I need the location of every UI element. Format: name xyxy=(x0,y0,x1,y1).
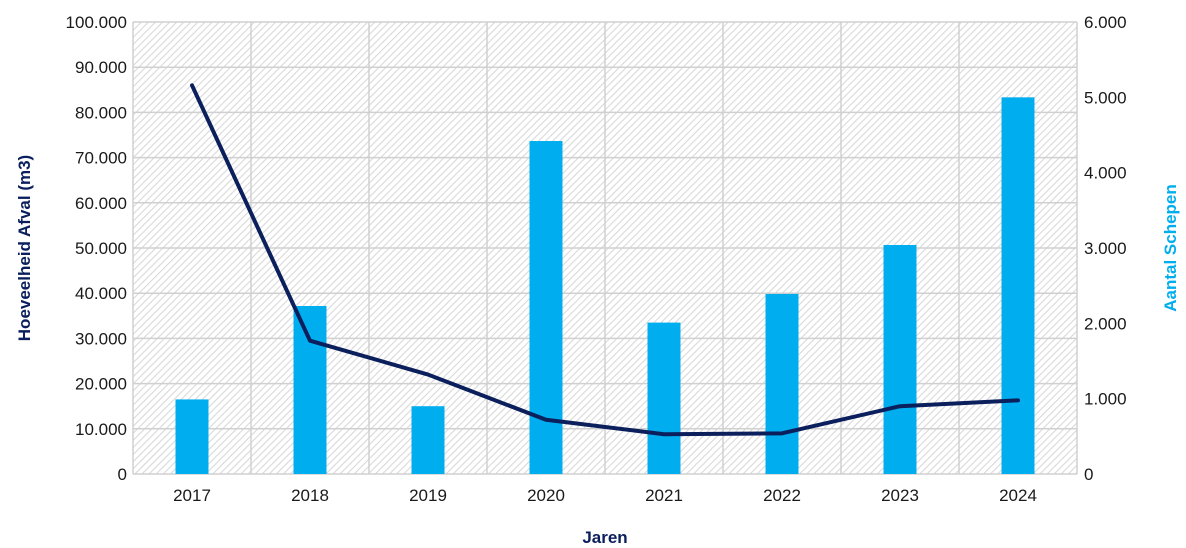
bar xyxy=(175,399,209,474)
left-tick-label: 100.000 xyxy=(66,13,127,32)
left-tick-label: 40.000 xyxy=(75,284,127,303)
x-tick-label: 2022 xyxy=(763,486,801,505)
left-tick-label: 60.000 xyxy=(75,194,127,213)
left-tick-label: 10.000 xyxy=(75,420,127,439)
right-tick-label: 5.000 xyxy=(1084,88,1127,107)
left-tick-label: 30.000 xyxy=(75,329,127,348)
right-y-axis: 0 1.000 2.000 3.000 4.000 5.000 6.000 xyxy=(1084,13,1127,484)
x-axis-title: Jaren xyxy=(582,528,627,547)
left-tick-label: 50.000 xyxy=(75,239,127,258)
line-series xyxy=(190,83,1020,437)
left-y-axis: 0 10.000 20.000 30.000 40.000 50.000 60.000 70.… xyxy=(66,13,127,484)
left-tick-label: 70.000 xyxy=(75,149,127,168)
left-axis-title: Hoeveelheid Afval (m3) xyxy=(15,155,34,341)
left-tick-label: 90.000 xyxy=(75,58,127,77)
right-tick-label: 0 xyxy=(1084,465,1093,484)
right-tick-label: 3.000 xyxy=(1084,239,1127,258)
right-tick-label: 1.000 xyxy=(1084,390,1127,409)
x-tick-label: 2017 xyxy=(173,486,211,505)
x-tick-label: 2023 xyxy=(881,486,919,505)
right-tick-label: 2.000 xyxy=(1084,314,1127,333)
bar xyxy=(293,306,327,474)
left-tick-label: 80.000 xyxy=(75,103,127,122)
x-tick-label: 2020 xyxy=(527,486,565,505)
left-tick-label: 0 xyxy=(118,465,127,484)
right-axis-title: Aantal Schepen xyxy=(1161,184,1180,312)
gridlines xyxy=(132,21,1078,475)
bar xyxy=(765,293,799,474)
series-line xyxy=(190,83,1020,437)
right-tick-label: 6.000 xyxy=(1084,13,1127,32)
x-tick-label: 2024 xyxy=(999,486,1037,505)
bar-series xyxy=(175,97,1035,474)
bar xyxy=(529,141,563,474)
left-tick-label: 20.000 xyxy=(75,375,127,394)
bar xyxy=(883,244,917,474)
right-tick-label: 4.000 xyxy=(1084,164,1127,183)
x-tick-label: 2019 xyxy=(409,486,447,505)
x-tick-label: 2018 xyxy=(291,486,329,505)
bar xyxy=(647,322,681,474)
bar xyxy=(1001,97,1035,474)
x-tick-label: 2021 xyxy=(645,486,683,505)
x-axis: 2017 2018 2019 2020 2021 2022 2023 2024 xyxy=(173,486,1037,505)
bar xyxy=(411,406,445,474)
